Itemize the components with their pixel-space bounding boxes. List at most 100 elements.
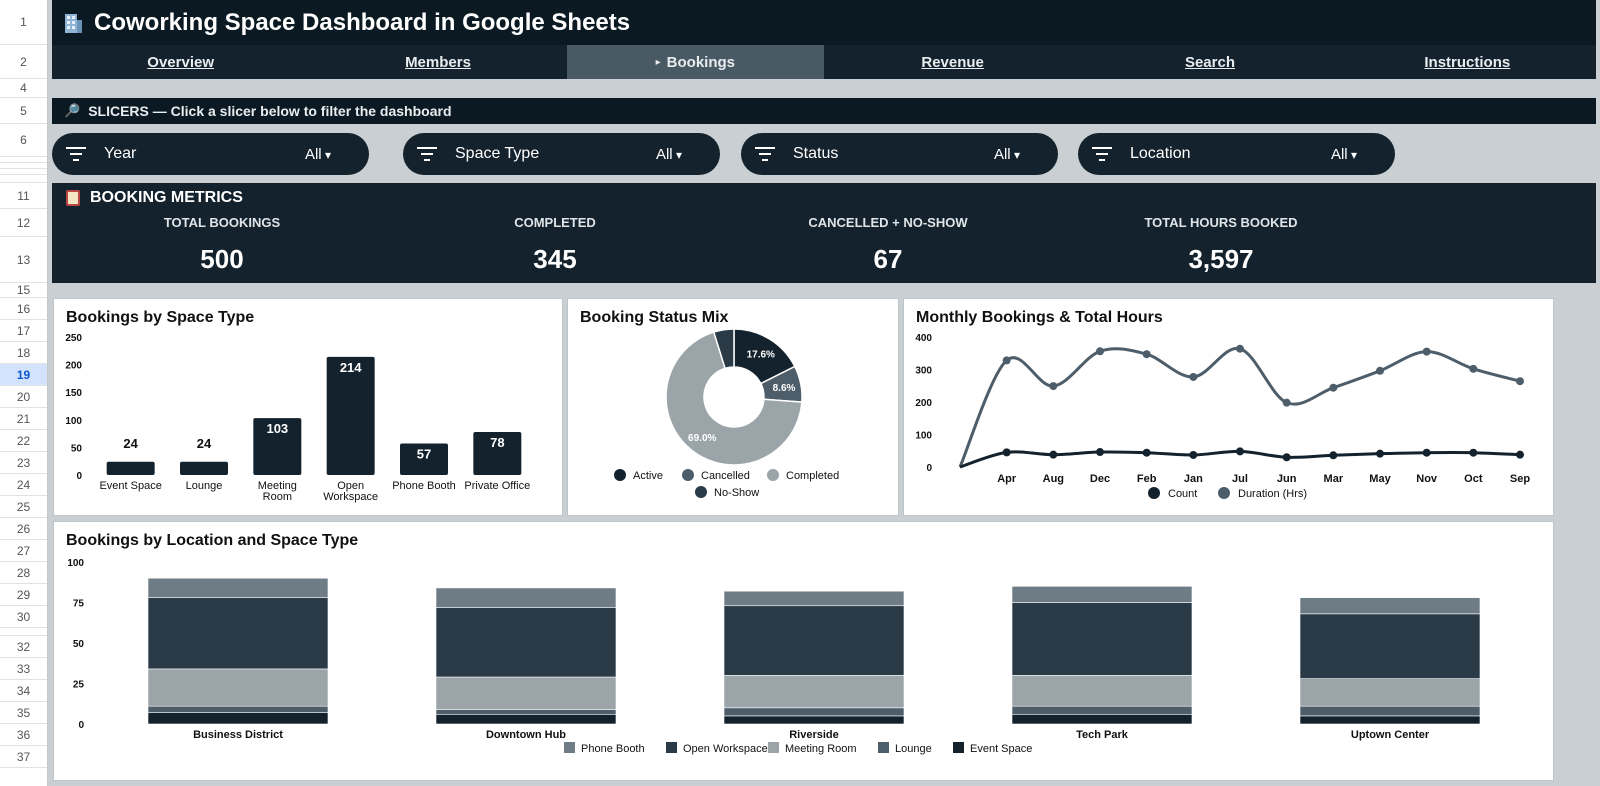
row-number[interactable]: 35 [0,702,47,724]
row-number[interactable]: 18 [0,342,47,364]
row-number[interactable] [0,157,47,163]
slicer-status[interactable]: Status All [741,133,1058,175]
row-number[interactable]: 5 [0,98,47,124]
clipboard-icon [66,190,80,206]
data-point [1329,383,1338,392]
row-number[interactable]: 32 [0,636,47,658]
slicer-value: All [305,146,331,163]
row-number[interactable]: 29 [0,584,47,606]
tab-instructions[interactable]: Instructions [1424,53,1511,71]
x-tick-label: Private Office [464,480,530,492]
x-tick-label: Lounge [186,480,223,492]
row-number[interactable] [0,175,47,183]
metrics-heading-text: BOOKING METRICS [90,189,243,206]
magnifier-icon: 🔎 [64,103,81,118]
row-number[interactable]: 17 [0,320,47,342]
row-number[interactable]: 22 [0,430,47,452]
x-tick-label: Phone Booth [392,480,456,492]
stacked-bar-segment [147,577,329,598]
filter-icon [1092,147,1112,161]
slicer-location[interactable]: Location All [1078,133,1395,175]
row-number[interactable]: 15 [0,283,47,298]
filter-icon [66,147,86,161]
row-number[interactable]: 4 [0,79,47,98]
metric-completed: COMPLETED 345 [385,215,725,275]
row-number[interactable]: 24 [0,474,47,496]
row-number[interactable]: 33 [0,658,47,680]
data-point [1329,451,1338,460]
row-number[interactable]: 19 [0,364,47,386]
row-number[interactable]: 16 [0,298,47,320]
x-tick-label: Aug [1043,473,1064,485]
legend-label: Event Space [970,743,1032,755]
stacked-bar-segment [435,713,617,725]
row-number[interactable]: 2 [0,45,47,79]
y-tick-label: 50 [73,639,85,650]
row-number[interactable]: 34 [0,680,47,702]
row-number[interactable]: 1 [0,0,47,45]
stacked-bar-segment [147,668,329,707]
tab-revenue[interactable]: Revenue [921,53,984,71]
row-number[interactable]: 12 [0,209,47,237]
x-tick-label: May [1369,473,1391,485]
data-point [1049,382,1058,391]
legend-label: Completed [786,470,839,482]
metric-value: 3,597 [1188,244,1254,274]
stacked-bar-segment [1299,613,1481,679]
row-number[interactable]: 20 [0,386,47,408]
slicer-label: Space Type [455,145,540,162]
stacked-bar-segment [723,715,905,725]
slicer-space-type[interactable]: Space Type All [403,133,720,175]
chart-status-mix[interactable]: 17.6% 8.6% 69.0% Active Cancelled Completed No… [567,298,899,516]
row-number[interactable]: 27 [0,540,47,562]
y-tick-label: 75 [73,599,85,610]
row-number[interactable]: 26 [0,518,47,540]
chart-space-type[interactable]: 0 50 100 150 200 250 24 Event Space 24 Lounge 103 M… [53,298,563,516]
legend-swatch [614,469,626,481]
row-number[interactable]: 21 [0,408,47,430]
row-number[interactable]: 6 [0,124,47,157]
row-number[interactable]: 30 [0,606,47,628]
metric-value: 345 [533,244,577,274]
x-tick-label: Jan [1184,473,1203,485]
metric-cancelled-no-show: CANCELLED + NO-SHOW 67 [718,215,1058,275]
legend-swatch [666,742,677,753]
row-number[interactable]: 28 [0,562,47,584]
legend-label: Cancelled [701,470,750,482]
y-tick-label: 0 [78,720,84,731]
row-number[interactable]: 11 [0,183,47,209]
tab-bookings[interactable]: Bookings [566,45,824,79]
row-number[interactable]: 37 [0,746,47,768]
y-tick-label: 0 [926,463,932,474]
legend-label: Phone Booth [581,743,645,755]
stacked-bar-segment [1011,705,1193,715]
row-number[interactable]: 36 [0,724,47,746]
data-point [1142,448,1151,457]
row-number[interactable]: 23 [0,452,47,474]
row-number[interactable]: 13 [0,237,47,283]
slicer-label: Status [793,145,839,162]
stacked-bar-segment [1011,713,1193,725]
data-point [1096,347,1104,356]
x-tick-label: Oct [1464,473,1483,485]
tab-search[interactable]: Search [1184,53,1235,71]
slice-label: 69.0% [688,433,716,444]
tab-overview[interactable]: Overview [147,53,215,71]
slicer-year[interactable]: Year All [52,133,369,175]
row-number[interactable] [0,628,47,636]
legend-swatch [695,486,707,498]
row-number[interactable] [0,163,47,169]
data-point [1376,366,1384,375]
row-number[interactable] [0,169,47,175]
data-label: 57 [417,447,431,462]
data-label: 24 [123,436,138,451]
x-tick-label: Business District [193,729,283,741]
row-number[interactable]: 25 [0,496,47,518]
y-tick-label: 100 [65,416,82,427]
slicers-heading: 🔎 SLICERS — Click a slicer below to filt… [52,98,1596,124]
legend-swatch [682,469,694,481]
tab-members[interactable]: Members [405,53,471,71]
chart-location[interactable]: 0 25 50 75 100 Business District Downtown Hub R… [53,521,1554,781]
bar [253,418,302,475]
chart-monthly[interactable]: 0 100 200 300 400 Apr Aug Dec Feb Jan Jul Jun Mar May… [903,298,1554,516]
